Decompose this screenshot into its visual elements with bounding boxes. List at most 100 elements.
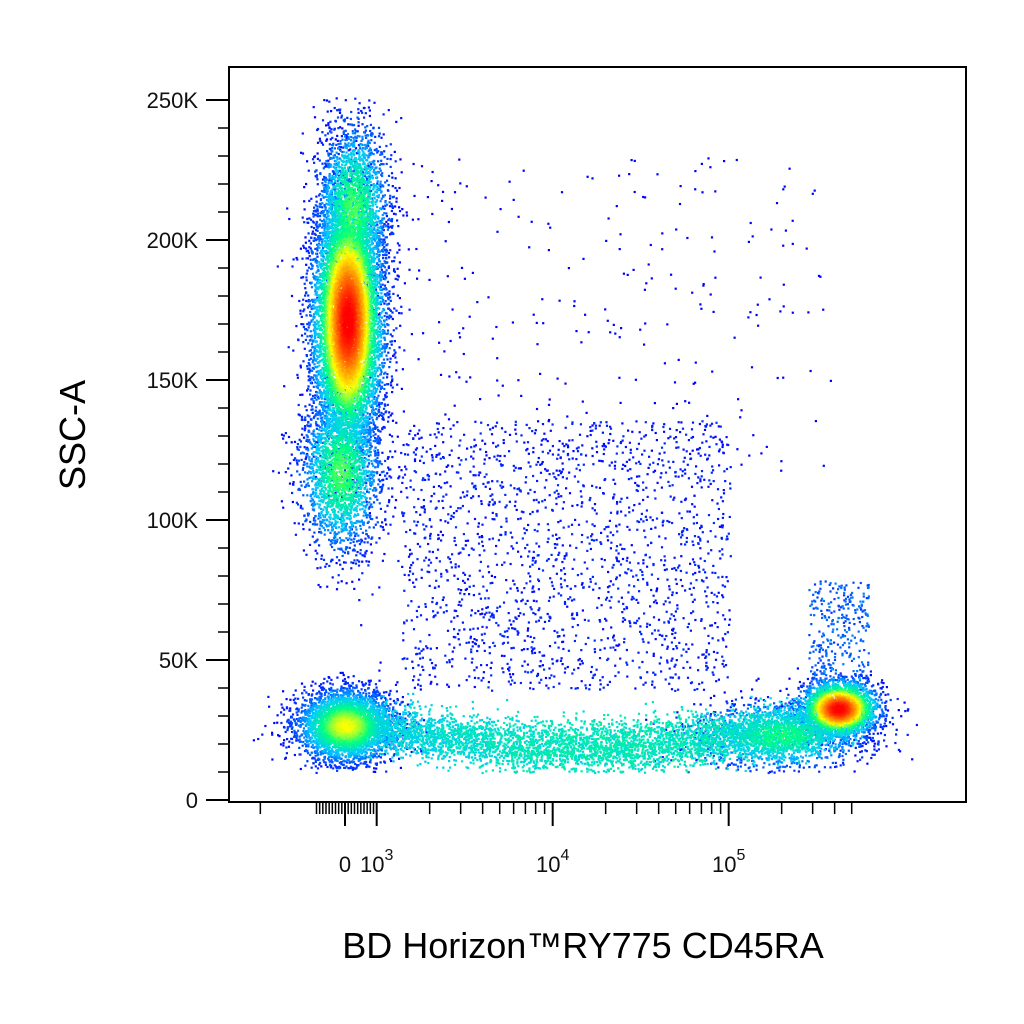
event-dot xyxy=(502,441,505,445)
event-dot xyxy=(305,354,308,358)
event-dot xyxy=(532,313,535,316)
event-dot xyxy=(688,401,691,404)
event-dot xyxy=(591,429,594,432)
event-dot xyxy=(537,619,540,622)
event-dot xyxy=(624,464,627,468)
event-dot xyxy=(307,440,310,443)
event-dot xyxy=(453,404,456,407)
event-dot xyxy=(634,687,637,690)
event-dot xyxy=(711,499,714,502)
event-dot xyxy=(613,493,616,496)
event-dot xyxy=(282,713,285,716)
event-dot xyxy=(389,249,392,252)
event-dot xyxy=(885,700,888,703)
event-dot xyxy=(500,654,504,657)
event-dot xyxy=(284,730,287,733)
event-dot xyxy=(460,266,464,269)
event-dot xyxy=(319,215,322,218)
event-dot xyxy=(551,445,554,448)
event-dot xyxy=(502,601,506,604)
event-dot xyxy=(299,506,302,509)
event-dot xyxy=(867,597,870,600)
event-dot xyxy=(636,484,639,487)
event-dot xyxy=(367,535,370,538)
event-dot xyxy=(562,647,565,651)
event-dot xyxy=(684,497,688,500)
event-dot xyxy=(314,381,317,384)
event-dot xyxy=(563,579,566,582)
event-dot xyxy=(433,492,436,495)
event-dot xyxy=(314,210,318,213)
event-dot xyxy=(408,712,412,715)
event-dot xyxy=(823,666,826,669)
event-dot xyxy=(305,182,308,186)
event-dot xyxy=(303,446,306,449)
event-dot xyxy=(720,496,723,499)
event-dot xyxy=(374,683,377,686)
event-dot xyxy=(400,312,403,315)
event-dot xyxy=(683,468,687,471)
event-dot xyxy=(699,719,702,722)
event-dot xyxy=(291,265,294,268)
event-dot xyxy=(403,282,406,285)
event-dot xyxy=(601,565,604,568)
event-dot xyxy=(358,599,361,602)
event-dot xyxy=(289,709,292,712)
event-dot xyxy=(550,553,553,556)
event-dot xyxy=(512,547,515,550)
event-dot xyxy=(501,563,504,566)
event-dot xyxy=(331,147,334,150)
event-dot xyxy=(867,652,870,655)
event-dot xyxy=(854,611,857,614)
event-dot xyxy=(309,699,312,702)
event-dot xyxy=(482,585,485,588)
event-dot xyxy=(678,533,681,536)
event-dot xyxy=(660,559,663,562)
event-dot xyxy=(650,449,653,452)
event-dot xyxy=(320,141,323,144)
event-dot xyxy=(822,308,825,311)
event-dot xyxy=(382,247,385,250)
event-dot xyxy=(557,495,560,498)
event-dot xyxy=(545,559,549,562)
event-dot xyxy=(827,743,830,747)
event-dot xyxy=(480,502,483,505)
event-dot xyxy=(717,425,720,428)
event-dot xyxy=(389,340,392,343)
event-dot xyxy=(759,276,762,279)
event-dot xyxy=(637,484,640,488)
event-dot xyxy=(420,436,423,439)
event-dot xyxy=(372,430,375,434)
event-dot xyxy=(389,299,392,302)
event-dot xyxy=(844,742,847,745)
event-dot xyxy=(637,617,641,620)
event-dot xyxy=(310,197,313,200)
event-dot xyxy=(386,373,389,376)
event-dot xyxy=(484,597,487,600)
event-dot xyxy=(474,612,477,615)
event-dot xyxy=(866,676,869,679)
event-dot xyxy=(284,471,287,474)
event-dot xyxy=(389,414,392,417)
event-dot xyxy=(442,456,445,459)
event-dot xyxy=(839,646,842,649)
event-dot xyxy=(285,698,288,701)
event-dot xyxy=(307,266,311,269)
event-dot xyxy=(895,728,898,731)
event-dot xyxy=(387,456,390,459)
event-dot xyxy=(553,476,556,479)
event-dot xyxy=(377,160,380,163)
event-dot xyxy=(330,193,333,196)
event-dot xyxy=(360,681,364,684)
event-dot xyxy=(705,576,708,579)
event-dot xyxy=(318,684,321,688)
event-dot xyxy=(505,504,508,507)
event-dot xyxy=(623,548,626,551)
event-dot xyxy=(639,630,642,633)
event-dot xyxy=(335,143,338,146)
event-dot xyxy=(393,307,396,310)
event-dot xyxy=(389,165,392,168)
event-dot xyxy=(439,606,442,609)
event-dot xyxy=(362,762,365,765)
event-dot xyxy=(413,520,416,523)
